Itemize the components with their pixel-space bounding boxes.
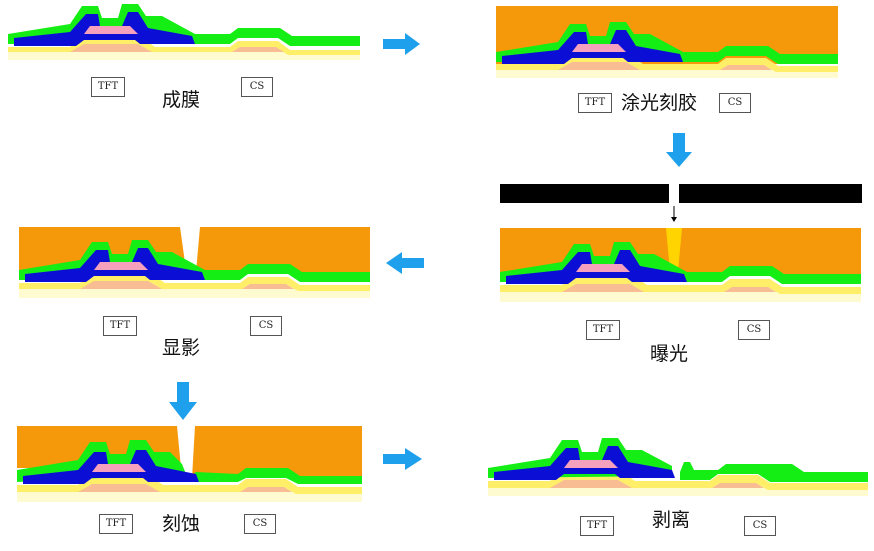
cs-label: CS — [241, 77, 273, 97]
resist-layer-right — [192, 426, 362, 478]
exposure-arrow-head — [671, 217, 677, 222]
tft-label: TFT — [580, 516, 614, 536]
tft-label: TFT — [99, 514, 133, 534]
layer-green-right — [680, 462, 868, 482]
layer-pink — [572, 44, 626, 52]
layer-peach-cs — [232, 47, 284, 52]
layer-peach — [558, 62, 640, 70]
arrow-right-icon — [383, 448, 422, 470]
layer-peach-cs — [720, 65, 772, 70]
arrow-down-icon — [666, 133, 692, 167]
layer-peach-cs — [724, 287, 776, 292]
step-caption: 刻蚀 — [162, 513, 201, 535]
layer-peach — [550, 480, 632, 488]
panel-coat — [496, 6, 838, 78]
tft-label: TFT — [578, 93, 612, 113]
layer-peach-cs — [712, 483, 764, 488]
layer-peach — [562, 284, 644, 292]
layer-peach-cs — [242, 284, 294, 289]
layer-peach — [80, 281, 162, 289]
layer-green — [500, 242, 861, 284]
step-caption: 涂光刻胶 — [621, 92, 698, 114]
step-caption: 曝光 — [650, 343, 689, 365]
photomask — [500, 184, 862, 203]
panel-develop — [19, 227, 370, 298]
layer-peach — [70, 44, 152, 52]
layer-pink — [92, 464, 146, 472]
cs-label: CS — [744, 516, 776, 536]
cs-label: CS — [244, 514, 276, 534]
step-caption: 成膜 — [162, 89, 201, 111]
layer-peach-cs — [240, 487, 292, 492]
panel-expose — [500, 183, 862, 302]
tft-label: TFT — [103, 316, 137, 336]
panel-etch — [17, 426, 362, 502]
exposed-resist — [666, 228, 682, 272]
cs-label: CS — [738, 320, 770, 340]
arrow-down-icon — [169, 382, 197, 420]
panel-strip — [488, 438, 868, 496]
mask-opening — [669, 183, 679, 204]
panel-deposit — [8, 4, 360, 60]
arrow-left-icon — [386, 252, 424, 274]
layer-pink — [564, 460, 618, 468]
arrow-right-icon — [383, 33, 420, 55]
layer-pink — [576, 264, 630, 272]
cs-label: CS — [250, 316, 282, 336]
resist-layer-right — [196, 227, 370, 272]
layer-pink — [84, 26, 138, 34]
step-caption: 显影 — [162, 337, 201, 359]
layer-peach — [78, 484, 160, 492]
layer-green-right — [193, 468, 362, 484]
layer-pink — [94, 262, 148, 270]
tft-label: TFT — [586, 320, 620, 340]
cs-label: CS — [719, 93, 751, 113]
step-caption: 剥离 — [652, 509, 691, 531]
tft-label: TFT — [91, 77, 125, 97]
